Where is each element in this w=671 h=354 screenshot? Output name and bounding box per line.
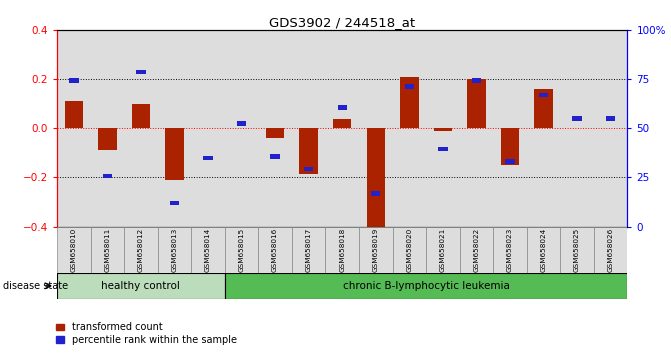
Bar: [338, 105, 347, 110]
Bar: [572, 116, 582, 121]
Bar: [426, 30, 460, 227]
Bar: [467, 79, 486, 128]
Bar: [132, 104, 150, 128]
Legend: transformed count, percentile rank within the sample: transformed count, percentile rank withi…: [52, 319, 241, 349]
Bar: [124, 30, 158, 227]
Text: GSM658017: GSM658017: [306, 227, 311, 272]
Bar: [158, 30, 191, 227]
Bar: [560, 227, 594, 273]
Bar: [460, 30, 493, 227]
Bar: [69, 78, 79, 82]
Bar: [292, 30, 325, 227]
Bar: [393, 227, 426, 273]
Bar: [225, 227, 258, 273]
Bar: [325, 227, 359, 273]
Text: GSM658016: GSM658016: [272, 227, 278, 272]
Bar: [170, 201, 179, 205]
Bar: [359, 227, 393, 273]
Bar: [400, 77, 419, 128]
Text: GSM658025: GSM658025: [574, 227, 580, 272]
Bar: [203, 156, 213, 160]
Text: chronic B-lymphocytic leukemia: chronic B-lymphocytic leukemia: [343, 281, 509, 291]
Bar: [493, 30, 527, 227]
Bar: [270, 154, 280, 159]
Text: GSM658015: GSM658015: [239, 227, 244, 272]
Text: GSM658018: GSM658018: [340, 227, 345, 272]
Text: GSM658023: GSM658023: [507, 227, 513, 272]
Bar: [98, 128, 117, 150]
Bar: [225, 273, 627, 299]
Bar: [165, 128, 184, 180]
Bar: [333, 119, 352, 128]
Text: GSM658011: GSM658011: [105, 227, 110, 272]
Bar: [136, 70, 146, 74]
Bar: [560, 30, 594, 227]
Bar: [299, 128, 318, 174]
Bar: [91, 30, 124, 227]
Bar: [359, 30, 393, 227]
Bar: [460, 227, 493, 273]
Bar: [606, 116, 615, 121]
Bar: [539, 93, 548, 97]
Bar: [594, 30, 627, 227]
Bar: [371, 191, 380, 196]
Title: GDS3902 / 244518_at: GDS3902 / 244518_at: [269, 16, 415, 29]
Bar: [258, 30, 292, 227]
Text: healthy control: healthy control: [101, 281, 180, 291]
Bar: [433, 128, 452, 131]
Bar: [594, 227, 627, 273]
Bar: [64, 101, 83, 128]
Bar: [505, 159, 515, 164]
Text: GSM658024: GSM658024: [541, 227, 546, 272]
Text: GSM658022: GSM658022: [474, 227, 479, 272]
Bar: [57, 227, 91, 273]
Bar: [103, 174, 112, 178]
Bar: [191, 227, 225, 273]
Text: disease state: disease state: [3, 281, 68, 291]
Bar: [91, 227, 124, 273]
Bar: [325, 30, 359, 227]
Text: GSM658021: GSM658021: [440, 227, 446, 272]
Bar: [124, 227, 158, 273]
Bar: [57, 273, 225, 299]
Bar: [158, 227, 191, 273]
Text: GSM658026: GSM658026: [608, 227, 613, 272]
Bar: [472, 78, 481, 82]
Bar: [292, 227, 325, 273]
Text: GSM658019: GSM658019: [373, 227, 378, 272]
Bar: [366, 128, 385, 227]
Text: GSM658014: GSM658014: [205, 227, 211, 272]
Text: GSM658013: GSM658013: [172, 227, 177, 272]
Bar: [501, 128, 519, 165]
Text: GSM658012: GSM658012: [138, 227, 144, 272]
Bar: [493, 227, 527, 273]
Bar: [266, 128, 285, 138]
Bar: [225, 30, 258, 227]
Bar: [258, 227, 292, 273]
Bar: [191, 30, 225, 227]
Bar: [534, 89, 553, 128]
Bar: [304, 167, 313, 171]
Bar: [237, 121, 246, 126]
Bar: [438, 147, 448, 152]
Text: GSM658020: GSM658020: [407, 227, 412, 272]
Bar: [405, 84, 414, 89]
Bar: [426, 227, 460, 273]
Bar: [527, 227, 560, 273]
Bar: [527, 30, 560, 227]
Bar: [393, 30, 426, 227]
Text: GSM658010: GSM658010: [71, 227, 76, 272]
Bar: [57, 30, 91, 227]
